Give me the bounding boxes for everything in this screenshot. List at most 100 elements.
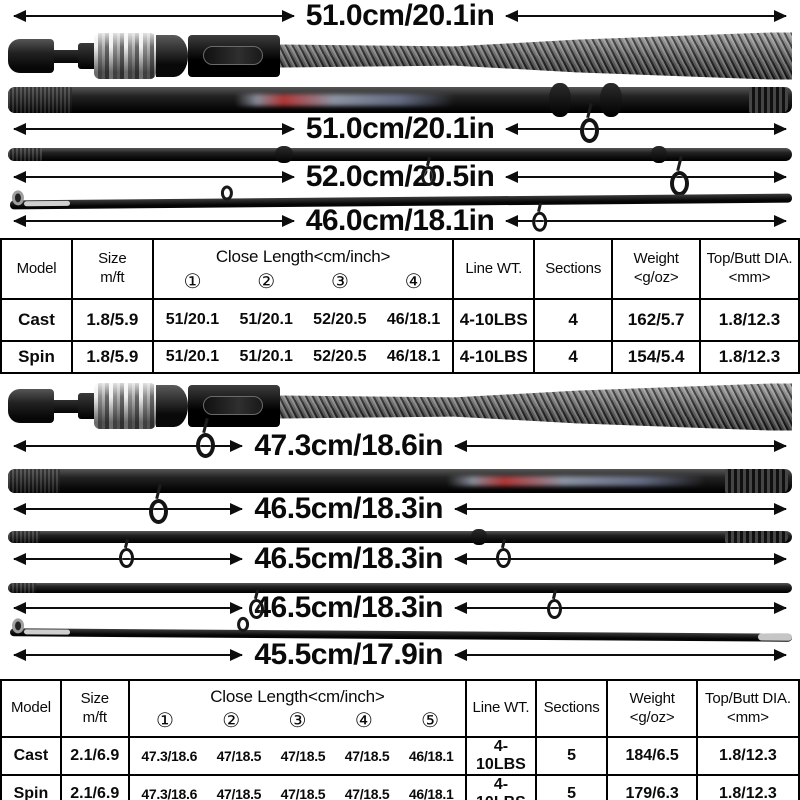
guide-ring [541, 589, 567, 620]
measurement-label: 47.3cm/18.6in [254, 429, 444, 462]
butt-cap [8, 39, 54, 73]
cell-sections: 5 [534, 774, 609, 800]
seat-hood [156, 385, 188, 427]
measure-arrow [505, 123, 787, 135]
rod2-handle-section [0, 383, 800, 458]
measure-arrow [13, 171, 295, 183]
guide-ring [490, 539, 516, 569]
cell-line-wt: 4-10LBS [452, 298, 536, 342]
measure-arrow [454, 649, 787, 661]
table-row-spin: Spin 1.8/5.9 51/20.1 51/20.1 52/20.5 46/… [0, 340, 800, 374]
rod-logo-blur [235, 94, 455, 106]
col-header-dia: Top/Butt DIA. <mm> [695, 679, 800, 738]
rod1-measure-3: 52.0cm/20.5in [0, 161, 800, 193]
cell-weight: 154/5.4 [611, 340, 702, 374]
measure-arrow [12, 503, 244, 515]
measure-arrow [454, 602, 787, 614]
guide-ring [236, 616, 249, 632]
cell-close-lengths: 51/20.1 51/20.1 52/20.5 46/18.1 [151, 298, 455, 342]
tip-light-end [757, 633, 793, 641]
table-row-cast: Cast 2.1/6.9 47.3/18.6 47/18.5 47/18.5 4… [0, 736, 800, 776]
carbon-window [202, 45, 264, 66]
rod2-blank-section-2 [8, 469, 792, 525]
rod2-measure-3: 46.5cm/18.3in [0, 543, 800, 575]
measure-arrow [12, 649, 244, 661]
grip-end [725, 531, 788, 543]
guide-wrap [274, 145, 293, 164]
tip-light-segment [23, 629, 71, 635]
col-header-close-length: Close Length<cm/inch> ① ② ③ ④ [151, 238, 455, 300]
col-header-size: Size m/ft [59, 679, 130, 738]
reel-seat [94, 33, 156, 79]
table-header-row: Model Size m/ft Close Length<cm/inch> ① … [0, 238, 800, 300]
rod1-measure-4: 46.0cm/18.1in [0, 206, 800, 236]
measurement-label: 46.5cm/18.3in [254, 591, 444, 624]
blank-butt-wrap [8, 469, 60, 493]
guide-wrap [470, 529, 487, 545]
guide-ring [667, 155, 693, 196]
cell-dia: 1.8/12.3 [699, 340, 800, 374]
measure-arrow [454, 440, 787, 452]
guide-wrap [548, 82, 571, 118]
measure-arrow [12, 440, 244, 452]
seat-cone [78, 393, 94, 419]
rod1-blank-section-2 [8, 82, 792, 144]
col-header-close-length: Close Length<cm/inch> ① ② ③ ④ ⑤ [127, 679, 468, 738]
carbon-window [202, 395, 264, 416]
cell-sections: 5 [534, 736, 609, 776]
cell-dia: 1.8/12.3 [695, 774, 800, 800]
measure-arrow [505, 215, 787, 227]
rod1-measure-2: 51.0cm/20.1in [0, 113, 800, 145]
measurement-label: 52.0cm/20.5in [305, 160, 495, 193]
ferrule-end [748, 87, 788, 113]
blank-butt-wrap [8, 87, 72, 113]
col-header-line-wt: Line WT. [452, 238, 536, 300]
col-header-size: Size m/ft [71, 238, 154, 300]
carbon-grip [280, 383, 792, 431]
cell-sections: 4 [533, 298, 614, 342]
rod1-blank-section-3 [8, 145, 792, 196]
rod2-measure-4: 46.5cm/18.3in [0, 593, 800, 623]
rod1-spec-table: Model Size m/ft Close Length<cm/inch> ① … [0, 238, 800, 374]
guide-wrap [650, 145, 667, 164]
measurement-label: 51.0cm/20.1in [305, 0, 495, 32]
handle-neck [54, 399, 78, 413]
cell-size: 1.8/5.9 [71, 298, 154, 342]
cell-model: Cast [0, 298, 74, 342]
handle-neck [54, 49, 78, 63]
cell-close-lengths: 47.3/18.6 47/18.5 47/18.5 47/18.5 46/18.… [127, 774, 468, 800]
rod2-measure-2: 46.5cm/18.3in [0, 493, 800, 525]
measure-arrow [13, 215, 295, 227]
fore-grip [188, 35, 280, 77]
cell-size: 1.8/5.9 [71, 340, 154, 374]
cell-size: 2.1/6.9 [59, 774, 130, 800]
tip-top-guide [12, 618, 25, 634]
cell-line-wt: 4-10LBS [465, 736, 537, 776]
blank-butt-wrap [8, 148, 42, 161]
blank-butt-wrap [8, 583, 36, 593]
col-header-dia: Top/Butt DIA. <mm> [699, 238, 800, 300]
guide-ring [526, 202, 552, 233]
measurement-label: 46.0cm/18.1in [305, 204, 495, 237]
cell-dia: 1.8/12.3 [695, 736, 800, 776]
cell-close-lengths: 51/20.1 51/20.1 52/20.5 46/18.1 [151, 340, 455, 374]
cell-size: 2.1/6.9 [59, 736, 130, 776]
measure-arrow [13, 123, 295, 135]
col-header-model: Model [0, 238, 74, 300]
cell-dia: 1.8/12.3 [699, 298, 800, 342]
col-header-line-wt: Line WT. [465, 679, 537, 738]
cell-line-wt: 4-10LBS [465, 774, 537, 800]
table-row-spin: Spin 2.1/6.9 47.3/18.6 47/18.5 47/18.5 4… [0, 774, 800, 800]
seat-cone [78, 43, 94, 69]
measure-arrow [505, 171, 787, 183]
cell-weight: 184/6.5 [606, 736, 698, 776]
guide-ring [576, 102, 602, 144]
circled-section-numbers: ① ② ③ ④ ⑤ [155, 708, 439, 733]
col-header-sections: Sections [534, 679, 609, 738]
guide-ring [220, 185, 234, 201]
guide-ring [243, 589, 269, 620]
cell-sections: 4 [533, 340, 614, 374]
grip-end [725, 469, 788, 493]
fore-grip [188, 385, 280, 427]
